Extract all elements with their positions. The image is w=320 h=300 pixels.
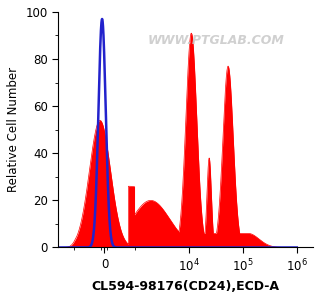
Y-axis label: Relative Cell Number: Relative Cell Number xyxy=(7,67,20,192)
Text: WWW.PTGLAB.COM: WWW.PTGLAB.COM xyxy=(148,34,284,47)
X-axis label: CL594-98176(CD24),ECD-A: CL594-98176(CD24),ECD-A xyxy=(92,280,280,293)
